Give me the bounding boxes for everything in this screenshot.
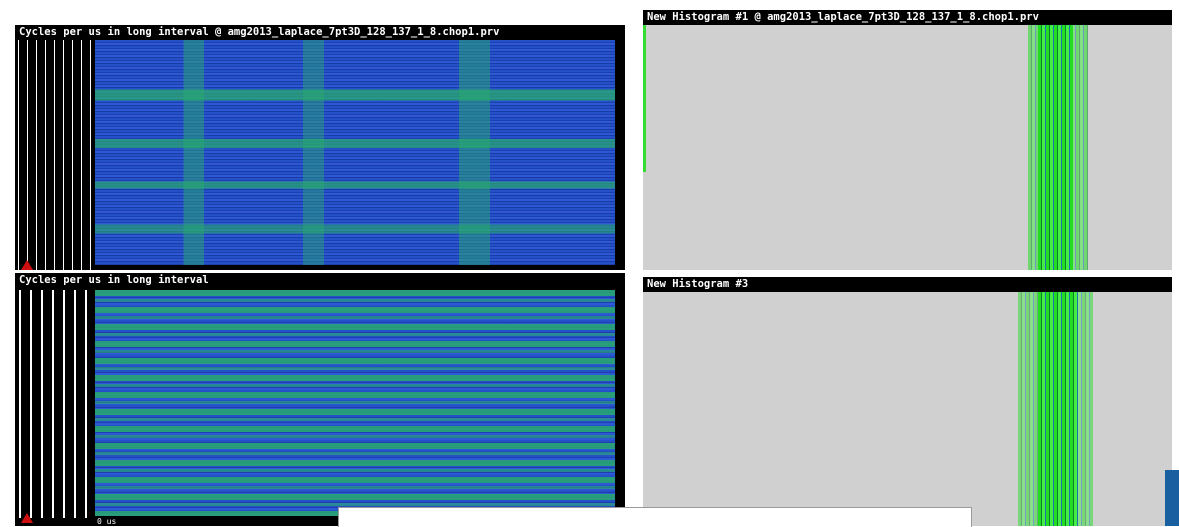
side-strip	[1165, 470, 1179, 526]
warning-icon	[21, 513, 33, 523]
edge-column	[643, 25, 646, 172]
time-label: 0 us	[97, 517, 116, 526]
window-title: New Histogram #3	[643, 277, 1172, 292]
histogram-plot	[643, 292, 1172, 526]
warning-icon	[21, 260, 33, 270]
dialog-box	[338, 507, 972, 527]
window-title: New Histogram #1 @ amg2013_laplace_7pt3D…	[643, 10, 1172, 25]
window-title: Cycles per us in long interval @ amg2013…	[15, 25, 625, 40]
row-labels	[15, 40, 93, 270]
timeline-plot	[95, 290, 615, 516]
row-labels	[15, 290, 93, 518]
histogram-band	[1038, 25, 1073, 270]
histogram-plot	[643, 25, 1172, 270]
timeline-window[interactable]: Cycles per us in long interval @ amg2013…	[15, 25, 625, 270]
histogram-band	[1038, 292, 1078, 526]
timeline-plot	[95, 40, 615, 265]
screen: Cycles per us in long interval @ amg2013…	[0, 0, 1179, 526]
histogram-window[interactable]: New Histogram #3	[643, 277, 1172, 526]
timeline-window[interactable]: Cycles per us in long interval 0 us	[15, 273, 625, 526]
window-title: Cycles per us in long interval	[15, 273, 625, 288]
histogram-window[interactable]: New Histogram #1 @ amg2013_laplace_7pt3D…	[643, 10, 1172, 270]
